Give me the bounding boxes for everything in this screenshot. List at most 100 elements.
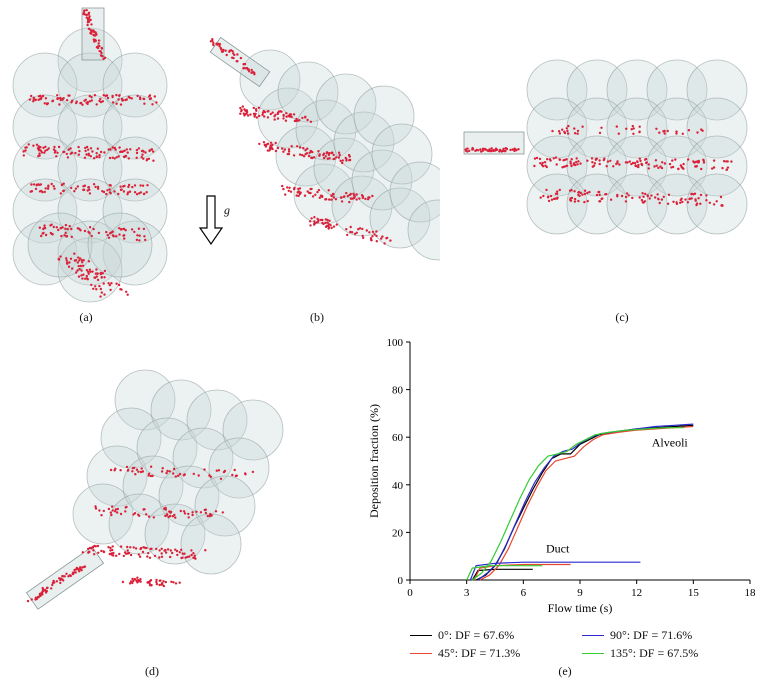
particle-dot <box>648 197 651 200</box>
particle-dot <box>111 548 114 552</box>
particle-dot <box>538 157 542 161</box>
particle-dot <box>135 193 139 196</box>
particle-dot <box>155 578 158 582</box>
alveolus-sphere <box>369 187 431 249</box>
particle-dot <box>636 160 639 163</box>
particle-dot <box>148 149 151 153</box>
particle-dot <box>671 165 675 169</box>
particle-dot <box>311 150 314 154</box>
particle-dot <box>204 511 208 515</box>
particle-dot <box>37 596 40 599</box>
particle-dot <box>35 143 39 146</box>
particle-dot <box>542 194 545 198</box>
particle-dot <box>70 235 74 239</box>
particle-dot <box>318 196 321 199</box>
particle-dot <box>51 99 55 102</box>
legend-item-135deg: 135°: DF = 67.5% <box>582 646 698 661</box>
particle-dot <box>712 203 716 206</box>
particle-dot <box>573 197 577 201</box>
particle-dot <box>624 195 628 199</box>
particle-dot <box>183 473 186 476</box>
particle-dot <box>95 275 99 278</box>
particle-dot <box>85 277 89 280</box>
particle-dot <box>663 162 667 165</box>
particle-dot <box>107 507 111 511</box>
particle-dot <box>141 470 145 473</box>
particle-dot <box>94 185 97 189</box>
particle-dot <box>252 112 256 116</box>
particle-dot <box>59 255 62 258</box>
alveolar-duct <box>25 546 105 610</box>
particle-dot <box>115 93 118 97</box>
particle-dot <box>114 148 117 151</box>
particle-dot <box>541 161 544 165</box>
particle-dot <box>650 194 653 197</box>
alveolus-sphere <box>136 417 198 479</box>
particle-dot <box>172 581 175 584</box>
particle-dot <box>245 66 249 70</box>
particle-dot <box>46 187 50 190</box>
particle-dot <box>565 127 568 130</box>
particle-dot <box>280 110 283 113</box>
particle-dot <box>149 474 153 478</box>
particle-dot <box>730 160 733 163</box>
particle-dot <box>161 583 164 586</box>
particle-dot <box>56 94 59 97</box>
particle-dot <box>672 200 675 203</box>
particle-dot <box>337 156 341 159</box>
particle-dot <box>570 164 573 168</box>
particle-dot <box>109 511 113 514</box>
particle-dot <box>115 554 118 557</box>
particle-dot <box>99 295 102 298</box>
series-2-duct-line <box>469 561 641 581</box>
particle-dot <box>389 239 392 242</box>
particle-dot <box>645 161 648 164</box>
particle-dot <box>680 165 683 169</box>
particle-dot <box>624 161 628 164</box>
particle-dot <box>44 187 47 190</box>
particle-dot <box>283 148 287 151</box>
particle-dot <box>660 198 664 201</box>
particle-dot <box>128 582 132 585</box>
particle-dot <box>70 186 73 190</box>
particle-dot <box>325 152 328 155</box>
particle-dot <box>105 230 108 234</box>
particle-dot <box>135 151 139 155</box>
particle-dot <box>102 509 106 513</box>
particle-dot <box>94 285 97 288</box>
particle-dot <box>153 554 157 558</box>
particle-dot <box>550 198 554 201</box>
particle-dot <box>22 150 25 153</box>
particle-dot <box>87 186 91 189</box>
particle-dot <box>699 193 703 197</box>
alveolus-sphere <box>646 97 708 159</box>
particle-dot <box>653 165 656 168</box>
particle-dot <box>178 551 181 554</box>
alveolar-spheres <box>12 27 168 303</box>
particle-dot <box>638 125 641 128</box>
particle-dot <box>681 200 684 204</box>
particle-dot <box>81 277 84 280</box>
particle-dot <box>61 98 64 101</box>
particle-dot <box>125 465 129 469</box>
particle-dot <box>188 555 191 558</box>
particle-dot <box>632 132 635 135</box>
particle-dot <box>306 147 309 150</box>
particle-dot <box>298 187 302 190</box>
particle-dot <box>150 583 153 587</box>
particle-dot <box>204 549 207 552</box>
particle-dot <box>120 188 123 191</box>
particle-dot <box>487 149 490 152</box>
particle-dot <box>78 259 81 262</box>
particle-dot <box>110 553 114 556</box>
particle-dot <box>657 198 660 201</box>
particle-dot <box>695 203 698 207</box>
particle-dot <box>57 228 60 232</box>
particle-dot <box>292 187 296 191</box>
particle-dot <box>106 96 110 100</box>
particle-dot <box>47 184 50 187</box>
particle-dot <box>183 512 187 515</box>
particle-dot <box>80 569 83 572</box>
particle-dot <box>101 190 104 193</box>
particle-dot <box>231 56 234 59</box>
